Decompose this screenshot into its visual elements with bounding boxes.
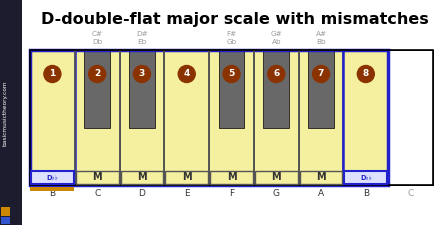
Bar xyxy=(254,50,299,185)
Text: M: M xyxy=(182,173,191,182)
Bar xyxy=(30,50,388,185)
Bar xyxy=(263,50,289,128)
Bar xyxy=(120,50,164,185)
Bar xyxy=(84,50,110,128)
Circle shape xyxy=(312,65,330,83)
Text: M: M xyxy=(227,173,236,182)
Bar xyxy=(345,171,387,184)
Bar xyxy=(30,187,74,191)
Text: A#: A# xyxy=(315,31,326,37)
Text: 4: 4 xyxy=(183,70,190,79)
Bar xyxy=(121,171,163,184)
Text: 5: 5 xyxy=(228,70,235,79)
Text: Gb: Gb xyxy=(226,39,237,45)
Bar xyxy=(164,50,209,185)
Circle shape xyxy=(357,65,374,83)
Text: D♭♭: D♭♭ xyxy=(360,175,372,180)
Bar xyxy=(30,50,75,185)
Bar xyxy=(344,50,388,185)
Bar xyxy=(254,50,299,185)
Bar xyxy=(388,50,433,185)
Bar xyxy=(255,171,298,184)
Bar xyxy=(210,171,253,184)
Text: basicmusictheory.com: basicmusictheory.com xyxy=(3,80,8,146)
Bar xyxy=(209,50,254,185)
Text: D♭♭: D♭♭ xyxy=(47,175,58,180)
Text: 1: 1 xyxy=(49,70,55,79)
Bar xyxy=(31,171,74,184)
Circle shape xyxy=(178,65,195,83)
Text: E: E xyxy=(184,189,190,198)
Circle shape xyxy=(223,65,240,83)
Bar xyxy=(30,50,75,185)
Text: C#: C# xyxy=(92,31,103,37)
Circle shape xyxy=(44,65,61,83)
Text: C: C xyxy=(94,189,100,198)
Bar xyxy=(300,171,342,184)
Circle shape xyxy=(89,65,106,83)
Text: M: M xyxy=(316,173,326,182)
Bar xyxy=(30,50,433,185)
Text: D: D xyxy=(139,189,145,198)
Bar xyxy=(299,50,344,185)
Text: D-double-flat major scale with mismatches: D-double-flat major scale with mismatche… xyxy=(41,12,429,27)
Bar xyxy=(344,50,388,185)
Bar xyxy=(129,50,155,128)
Text: A: A xyxy=(318,189,324,198)
Text: M: M xyxy=(137,173,147,182)
Text: 3: 3 xyxy=(139,70,145,79)
Text: F#: F# xyxy=(226,31,237,37)
Text: M: M xyxy=(271,173,281,182)
Bar xyxy=(219,50,245,128)
Text: Eb: Eb xyxy=(137,39,147,45)
Text: B: B xyxy=(363,189,369,198)
Text: 6: 6 xyxy=(273,70,279,79)
Text: M: M xyxy=(92,173,102,182)
Text: F: F xyxy=(229,189,234,198)
Text: 2: 2 xyxy=(94,70,100,79)
Text: Db: Db xyxy=(92,39,102,45)
Text: Bb: Bb xyxy=(316,39,326,45)
Bar xyxy=(0,0,22,225)
Bar xyxy=(1,207,10,216)
Bar xyxy=(164,50,209,185)
Bar xyxy=(165,171,208,184)
Text: C: C xyxy=(407,189,414,198)
Bar xyxy=(299,50,344,185)
Bar xyxy=(308,50,334,128)
Text: G: G xyxy=(273,189,280,198)
Bar xyxy=(120,50,164,185)
Text: G#: G# xyxy=(271,31,282,37)
Text: B: B xyxy=(49,189,55,198)
Text: 8: 8 xyxy=(363,70,369,79)
Bar xyxy=(75,50,120,185)
Circle shape xyxy=(133,65,150,83)
Bar xyxy=(1,217,10,224)
Text: Ab: Ab xyxy=(271,39,281,45)
Bar xyxy=(209,50,254,185)
Circle shape xyxy=(268,65,285,83)
Text: 7: 7 xyxy=(318,70,324,79)
Bar xyxy=(75,50,120,185)
Bar xyxy=(76,171,118,184)
Text: D#: D# xyxy=(136,31,148,37)
